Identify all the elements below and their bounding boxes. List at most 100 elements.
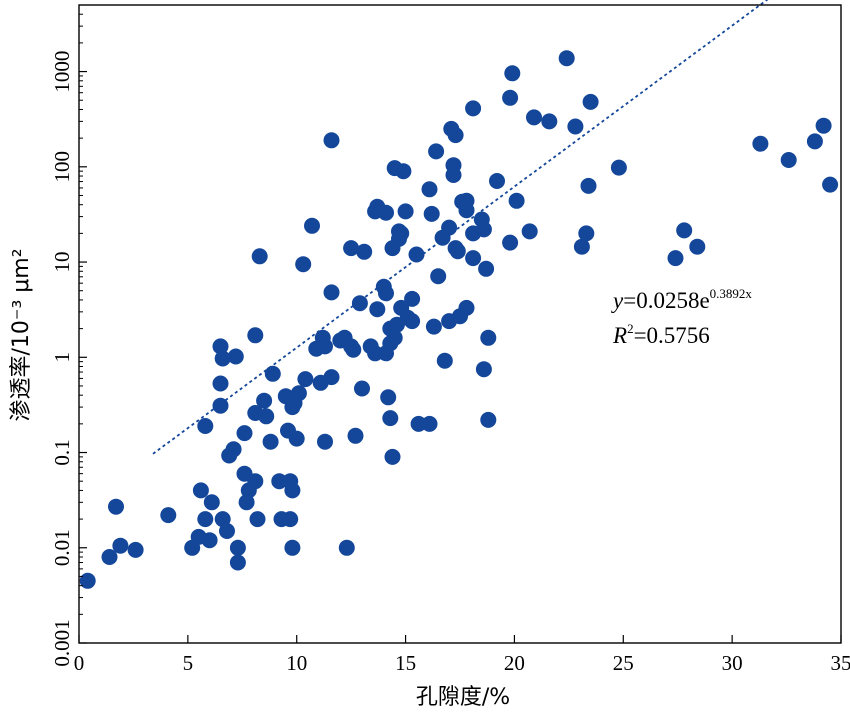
data-point	[397, 203, 414, 220]
data-point	[567, 118, 584, 135]
data-point	[201, 532, 218, 549]
y-tick-label: 0.001	[50, 619, 74, 666]
data-point	[441, 219, 458, 236]
data-point	[580, 177, 597, 194]
data-point	[284, 539, 301, 556]
data-point	[445, 167, 462, 183]
data-point	[447, 127, 464, 144]
data-point	[295, 256, 312, 273]
data-point	[423, 205, 440, 222]
y-tick-label: 0.01	[50, 529, 74, 566]
data-point	[526, 109, 542, 126]
data-point	[290, 385, 307, 402]
equation-coef: =0.0258e	[623, 288, 709, 313]
data-point	[480, 411, 497, 428]
data-point	[478, 260, 495, 277]
data-point	[247, 473, 264, 490]
r-squared-sup: 2	[627, 321, 634, 336]
data-point	[541, 113, 558, 130]
data-point	[264, 365, 281, 382]
data-point	[203, 494, 220, 511]
data-point	[338, 539, 355, 556]
data-point	[369, 301, 386, 318]
data-point	[197, 511, 214, 528]
data-point	[386, 329, 403, 346]
data-point	[806, 133, 823, 150]
axis-ticks: 0 5 10 15 20 25 30 35 0.001 0.01 0.1 1 10 100 1000	[50, 4, 850, 675]
trendline-layer	[152, 0, 769, 455]
data-point	[236, 425, 253, 442]
data-point	[354, 380, 370, 397]
data-point	[689, 238, 706, 255]
data-point	[323, 369, 340, 386]
data-point	[404, 290, 421, 307]
data-point	[227, 348, 244, 365]
data-point	[229, 539, 246, 556]
data-point	[382, 410, 399, 427]
data-point	[578, 225, 595, 242]
data-point	[288, 430, 305, 447]
x-tick-label: 20	[504, 651, 525, 675]
data-point	[343, 240, 360, 257]
data-point	[297, 371, 314, 388]
data-point	[229, 554, 246, 571]
data-point	[112, 537, 129, 554]
data-point	[458, 299, 475, 316]
data-point	[425, 318, 442, 335]
data-point	[676, 222, 693, 239]
data-point	[225, 441, 242, 458]
data-point	[247, 327, 264, 344]
data-point	[251, 248, 268, 265]
equation-y-var: y	[611, 288, 624, 313]
data-point	[378, 285, 394, 302]
data-point	[384, 448, 401, 465]
data-point	[404, 313, 421, 330]
data-point	[262, 433, 279, 450]
data-point	[408, 246, 425, 263]
data-point	[582, 93, 599, 110]
data-point	[558, 50, 575, 67]
y-tick-label: 0.1	[50, 439, 74, 465]
data-point	[480, 329, 497, 346]
data-point	[378, 204, 394, 221]
data-point	[304, 217, 320, 234]
trend-equation: y=0.0258e0.3892x	[611, 286, 752, 313]
data-point	[502, 234, 519, 251]
data-point	[101, 549, 118, 565]
y-tick-label: 100	[50, 151, 74, 183]
data-point	[282, 511, 299, 528]
data-point	[421, 415, 438, 432]
data-point	[127, 541, 144, 558]
data-point	[573, 238, 590, 255]
data-point	[345, 341, 362, 358]
trendline	[152, 0, 769, 455]
data-point	[219, 523, 235, 539]
data-point	[752, 135, 769, 152]
equation-exponent: 0.3892x	[710, 286, 753, 301]
data-point	[197, 418, 214, 434]
r-squared-value: =0.5756	[634, 323, 710, 348]
x-tick-label: 25	[613, 651, 634, 675]
data-point	[430, 268, 447, 285]
data-point	[458, 202, 475, 219]
r-squared-var: R	[612, 323, 627, 348]
data-point	[780, 152, 797, 168]
x-axis-label: 孔隙度/%	[416, 685, 510, 710]
data-point	[393, 225, 410, 242]
data-point	[214, 350, 231, 367]
r-squared: R2=0.5756	[612, 321, 710, 348]
data-point	[347, 427, 364, 444]
y-tick-label: 10	[50, 252, 74, 273]
data-point	[504, 65, 521, 82]
data-point	[351, 295, 368, 312]
data-point	[465, 250, 482, 267]
data-point	[256, 392, 273, 409]
data-point	[212, 375, 229, 392]
data-point	[356, 243, 373, 260]
data-points	[79, 50, 839, 589]
data-point	[284, 482, 301, 499]
data-point	[449, 243, 466, 260]
data-point	[79, 572, 96, 589]
x-tick-label: 30	[722, 651, 743, 675]
x-tick-label: 10	[286, 651, 307, 675]
